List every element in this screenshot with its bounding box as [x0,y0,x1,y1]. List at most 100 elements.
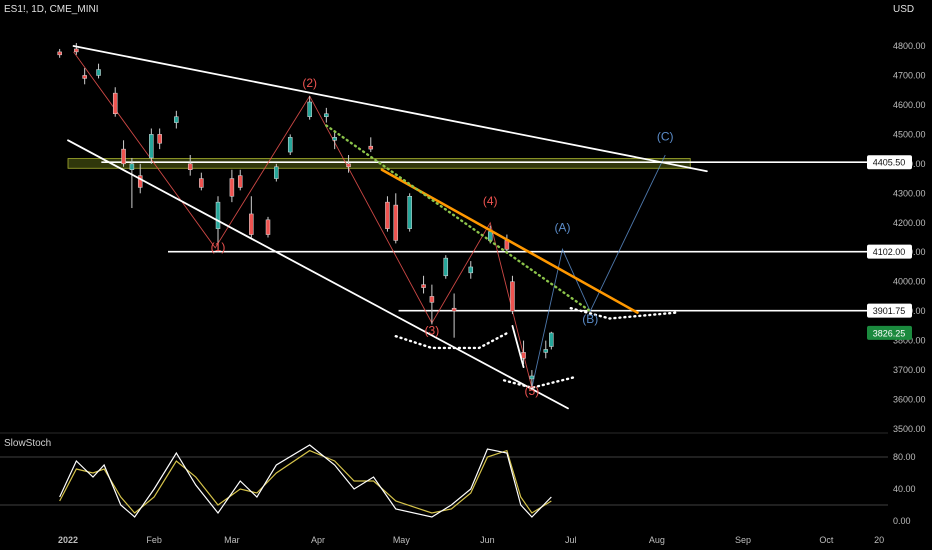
candle-body [129,163,135,170]
candle-body [393,204,399,241]
dotted-trendline [502,376,575,389]
candle-body [265,219,271,235]
wave-label: (C) [657,129,674,143]
candle [96,63,101,79]
time-tick-label: May [393,535,411,545]
dotted-trendline [325,124,592,313]
candle-body [157,134,162,144]
stoch-tick-label: 40.00 [893,484,916,494]
candle-body [82,75,87,79]
candle [529,370,535,388]
price-label-text: 4405.50 [873,158,906,168]
candle-body [487,231,493,241]
candle-body [324,113,329,117]
price-tick-label: 3500.00 [893,424,926,434]
time-tick-label: 2022 [58,535,78,545]
candle [174,110,179,129]
price-tick-label: 3800.00 [893,336,926,346]
wave-label: (A) [554,221,570,235]
candle [468,261,474,279]
candle-body [346,163,351,168]
indicator-label[interactable]: SlowStoch [4,438,52,449]
candle-body [451,307,457,312]
candle-body [199,178,204,188]
candle-body [229,178,235,197]
candle [421,275,426,294]
time-tick-label: Mar [224,535,240,545]
candle [112,87,118,117]
candle [149,128,154,164]
price-label-box [867,244,912,259]
candle-body [385,201,390,229]
candle-body [112,92,118,115]
candle-body [96,69,101,76]
price-label-text: 3826.25 [873,328,906,338]
candle [549,331,554,350]
candle [265,216,271,238]
candle [385,196,390,232]
price-label-box [867,303,912,318]
candle [510,275,515,315]
price-tick-label: 4500.00 [893,129,926,139]
candle-body [187,163,193,170]
candle-body [521,352,526,359]
wave-label: (B) [582,312,598,326]
candle [199,172,204,191]
stoch-tick-label: 0.00 [893,516,911,526]
candle [157,128,162,150]
wave-path [531,154,666,388]
candle-body [332,137,337,141]
time-tick-label: Oct [819,535,834,545]
time-tick-label: Apr [311,535,325,545]
candle-body [529,375,535,380]
candle [393,193,399,244]
trendline [72,45,708,173]
currency-label: USD [893,4,915,15]
candle [187,155,193,176]
candle-body [237,175,243,188]
candle-body [274,166,279,179]
price-tick-label: 3600.00 [893,395,926,405]
stoch-tick-label: 80.00 [893,452,916,462]
candle [443,255,449,279]
symbol-title[interactable]: ES1!, 1D, CME_MINI [4,4,99,15]
candle [229,169,235,203]
candle-body [510,281,515,312]
candle-body [421,284,426,288]
candle-body [215,201,221,229]
candle [324,107,329,123]
candle [521,340,526,365]
price-tick-label: 4200.00 [893,218,926,228]
candle-body [149,134,154,159]
trendline [67,139,569,410]
candle-body [407,196,412,229]
stoch-k-line [59,444,552,518]
price-tick-label: 3700.00 [893,365,926,375]
dotted-trendline [394,332,509,350]
price-label-text: 3901.75 [873,306,906,316]
candle-body [57,51,62,56]
candle [368,137,374,153]
candle [429,284,435,325]
price-label-box [867,155,912,170]
time-tick-label: Jun [480,535,495,545]
candle-body [137,175,143,188]
candle [249,196,254,238]
candle [543,340,549,359]
wave-path [73,51,533,388]
price-tick-label: 4700.00 [893,70,926,80]
candle-body [549,332,554,347]
time-tick-label: 20 [874,535,884,545]
time-tick-label: Feb [146,535,162,545]
price-tick-label: 4000.00 [893,277,926,287]
candle [121,140,126,167]
candle [82,68,87,85]
candle [237,169,243,191]
candle [307,96,312,120]
candle-body [287,137,293,153]
stoch-d-line [59,449,552,514]
candle [504,234,510,253]
candle [287,134,293,156]
candle [407,193,412,232]
